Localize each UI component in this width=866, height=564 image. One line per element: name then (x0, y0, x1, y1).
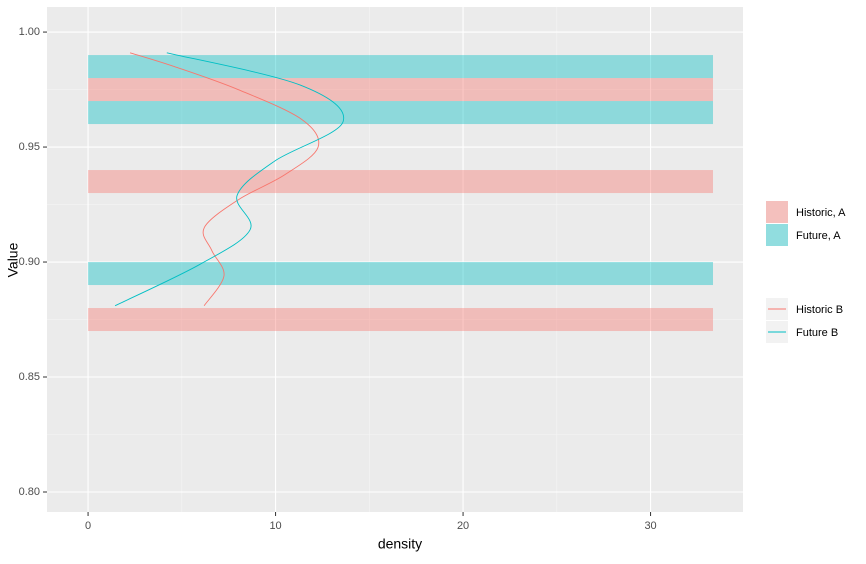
legend-key (766, 201, 788, 223)
x-tick-label: 10 (269, 520, 281, 532)
legend-swatch (766, 201, 788, 223)
y-tick-label: 0.80 (19, 486, 40, 498)
x-tick-label: 20 (457, 520, 469, 532)
y-tick-label: 0.90 (19, 256, 40, 268)
panel (47, 7, 743, 512)
y-tick-label: 0.85 (19, 371, 40, 383)
legend-label: Future, A (796, 230, 841, 242)
legend-label: Historic, A (796, 207, 846, 219)
density-line (114, 52, 345, 307)
legend-key (766, 224, 788, 246)
legend-swatch (766, 224, 788, 246)
bar (88, 170, 713, 194)
bar (88, 308, 713, 332)
bar (88, 101, 713, 125)
x-axis-title: density (378, 536, 422, 552)
density-line (129, 52, 320, 306)
x-tick-label: 30 (644, 520, 656, 532)
y-tick-label: 0.95 (19, 141, 40, 153)
x-tick-label: 0 (85, 520, 91, 532)
y-tick-label: 1.00 (19, 26, 40, 38)
legend-label: Future B (796, 327, 838, 339)
bar (88, 55, 713, 79)
bar (88, 262, 713, 286)
bar (88, 78, 713, 102)
y-axis-title: Value (5, 242, 21, 277)
legend-label: Historic B (796, 304, 843, 316)
